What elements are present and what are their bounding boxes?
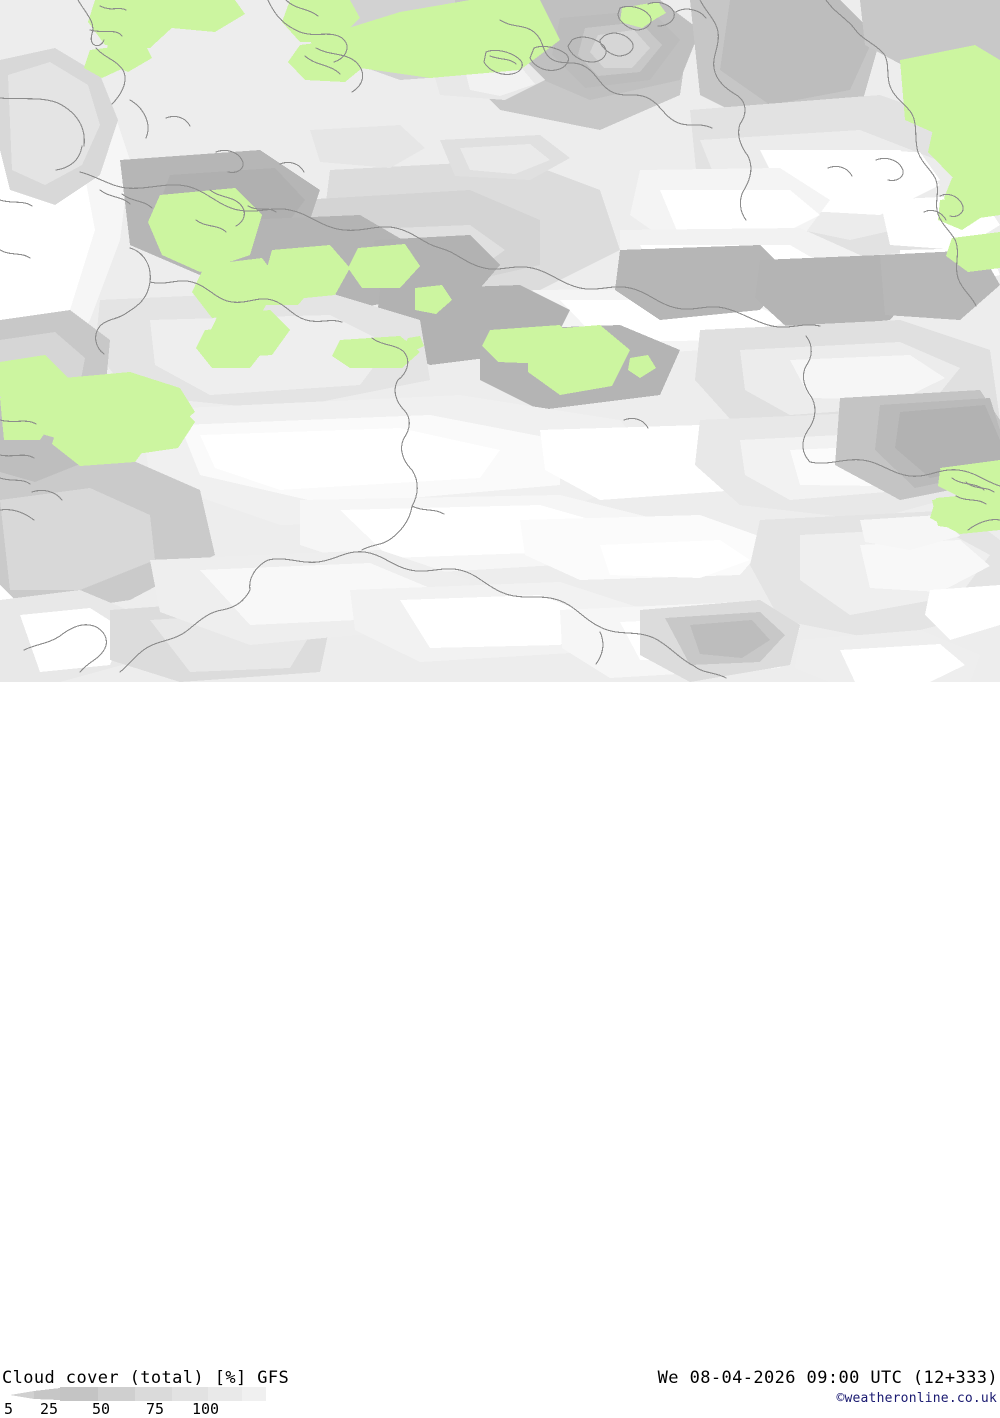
country-borders [0, 0, 1000, 679]
colorbar-tick-labels: 5 25 50 75 100 [0, 1400, 320, 1418]
colorbar-tick-25: 25 [40, 1400, 59, 1418]
valid-time-label: We 08-04-2026 09:00 UTC (12+333) [657, 1368, 998, 1388]
colorbar-tick-100: 100 [192, 1400, 220, 1418]
map-footer: Cloud cover (total) [%] GFS We 08-04-202… [0, 682, 1000, 1418]
colorbar-tick-75: 75 [146, 1400, 165, 1418]
colorbar-tick-50: 50 [92, 1400, 111, 1418]
colorbar-wedge-2 [34, 1388, 60, 1400]
copyright-label: ©weatheronline.co.uk [836, 1391, 997, 1406]
colorbar-step-1 [60, 1387, 98, 1401]
colorbar-step-2 [98, 1387, 135, 1401]
colorbar-tick-5: 5 [4, 1400, 14, 1418]
colorbar-step-5 [208, 1387, 242, 1401]
colorbar-step-6 [242, 1387, 266, 1401]
map-canvas[interactable] [0, 0, 1000, 682]
product-title: Cloud cover (total) [%] GFS [2, 1368, 290, 1388]
colorbar-step-3 [135, 1387, 172, 1401]
cloud-cover-map[interactable] [0, 0, 1000, 682]
colorbar-step-4 [172, 1387, 208, 1401]
colorbar-swatches [10, 1387, 266, 1401]
cloud-cover-colorbar [0, 1387, 300, 1401]
colorbar-wedge-1 [10, 1391, 34, 1399]
